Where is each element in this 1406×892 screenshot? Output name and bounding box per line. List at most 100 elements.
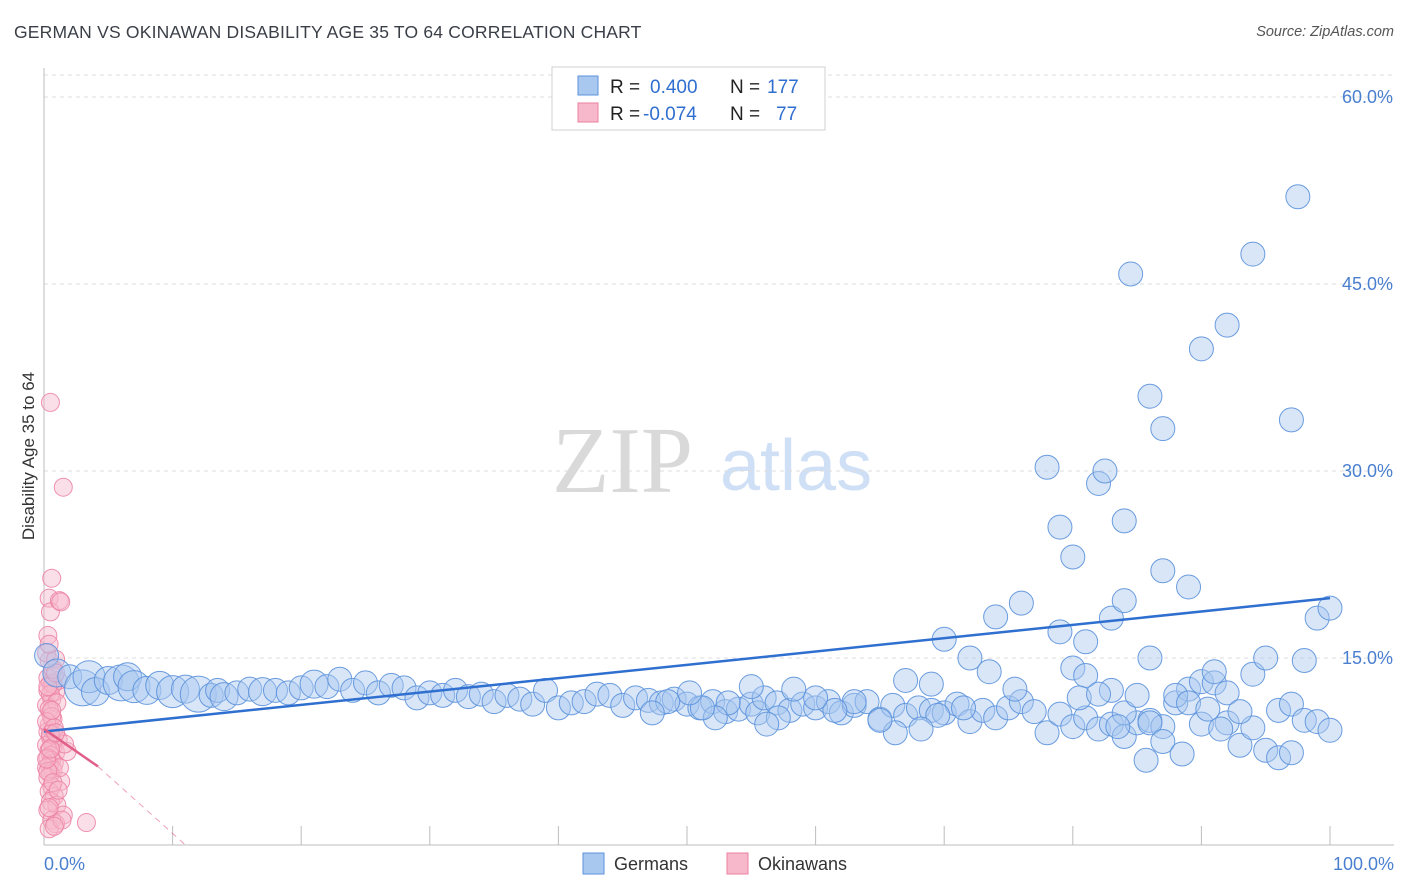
german-point-27 (340, 677, 366, 703)
german-point-37 (468, 681, 494, 707)
german-point-77 (970, 697, 996, 723)
german-point-92 (1163, 690, 1189, 716)
german-point-143 (1137, 383, 1163, 409)
german-point-79 (996, 695, 1021, 721)
german-point-159 (1002, 676, 1028, 702)
okinawan-point-1 (53, 477, 73, 497)
german-point-25 (314, 674, 340, 700)
okinawan-point-67 (44, 816, 64, 836)
german-point-105 (893, 667, 919, 693)
german-point-145 (1118, 261, 1144, 287)
okinawan-point-74 (39, 634, 59, 654)
okinawan-point-5 (49, 591, 69, 611)
german-point-136 (1176, 574, 1202, 600)
german-point-119 (1176, 690, 1202, 716)
german-point-23 (288, 675, 314, 701)
german-point-128 (1291, 647, 1317, 673)
german-point-36 (455, 684, 481, 710)
stats-n-value-2: 77 (776, 104, 797, 125)
german-point-64 (803, 695, 829, 721)
german-point-30 (378, 672, 404, 698)
german-point-133 (1111, 588, 1137, 614)
okinawan-point-46 (76, 813, 96, 833)
german-point-102 (1291, 707, 1317, 733)
german-point-109 (983, 604, 1009, 630)
okinawan-point-75 (51, 592, 71, 612)
y-tick-label-60: 60.0% (1342, 87, 1393, 107)
german-point-66 (828, 700, 854, 726)
german-point-112 (1060, 655, 1086, 681)
stats-r-label-2: R = (610, 104, 640, 125)
okinawans-trend-line (43, 728, 99, 768)
german-point-28 (353, 670, 378, 696)
german-point-107 (957, 645, 983, 671)
german-point-157 (1066, 685, 1092, 711)
stats-n-value-1: 177 (767, 77, 799, 98)
german-point-29 (365, 680, 391, 706)
german-point-0 (34, 643, 60, 669)
german-point-43 (545, 695, 571, 721)
legend-swatch-okinawans (726, 852, 749, 875)
german-point-117 (1150, 729, 1176, 755)
german-point-130 (1317, 595, 1343, 621)
german-point-78 (983, 705, 1009, 731)
german-point-2 (57, 664, 83, 690)
german-point-137 (1034, 454, 1060, 480)
german-point-154 (1169, 741, 1195, 767)
german-point-5 (80, 677, 110, 707)
german-point-41 (520, 691, 546, 717)
german-point-82 (1034, 720, 1060, 746)
german-point-7 (102, 664, 140, 702)
german-point-140 (1086, 470, 1112, 496)
german-point-9 (117, 670, 151, 704)
y-tick-label-45: 45.0% (1342, 274, 1393, 294)
german-point-95 (1201, 670, 1227, 696)
okinawan-point-69 (40, 739, 60, 759)
german-point-168 (803, 685, 829, 711)
german-point-97 (1227, 732, 1253, 758)
german-point-148 (1240, 241, 1266, 267)
german-point-147 (1214, 312, 1240, 338)
german-point-89 (1124, 710, 1150, 736)
german-point-93 (1176, 676, 1202, 702)
german-point-123 (1227, 699, 1253, 725)
german-point-139 (1060, 544, 1086, 570)
stats-r-label-1: R = (610, 77, 640, 98)
german-point-74 (931, 700, 957, 726)
legend-label-germans: Germans (614, 854, 688, 874)
german-point-170 (765, 705, 791, 731)
okinawan-point-47 (52, 810, 72, 830)
german-point-52 (661, 686, 687, 712)
watermark-atlas: atlas (720, 426, 872, 506)
german-point-84 (1060, 714, 1086, 740)
german-point-6 (93, 665, 123, 695)
german-point-48 (610, 692, 636, 718)
german-point-121 (1201, 659, 1227, 685)
germans-trend-line (43, 596, 1331, 733)
german-point-138 (1047, 514, 1073, 540)
german-point-12 (156, 675, 190, 709)
chart-title: GERMAN VS OKINAWAN DISABILITY AGE 35 TO … (14, 22, 642, 42)
legend: Germans Okinawans (582, 852, 847, 875)
german-point-141 (1092, 458, 1118, 484)
german-point-100 (1266, 697, 1292, 723)
german-point-24 (299, 669, 329, 699)
german-point-169 (781, 676, 807, 702)
german-point-4 (72, 660, 106, 694)
german-point-40 (507, 686, 533, 712)
german-point-176 (677, 680, 703, 706)
german-point-173 (715, 690, 741, 716)
german-point-142 (1111, 508, 1137, 534)
german-point-163 (908, 716, 934, 742)
x-tick-max: 100.0% (1333, 854, 1394, 874)
x-tick-min: 0.0% (44, 854, 85, 874)
german-point-70 (880, 692, 906, 718)
okinawan-point-40 (47, 795, 67, 815)
german-point-44 (558, 690, 584, 716)
german-point-106 (918, 671, 944, 697)
german-point-118 (1163, 682, 1189, 708)
german-point-172 (738, 674, 764, 700)
okinawan-point-2 (42, 568, 62, 588)
german-point-155 (1195, 696, 1221, 722)
